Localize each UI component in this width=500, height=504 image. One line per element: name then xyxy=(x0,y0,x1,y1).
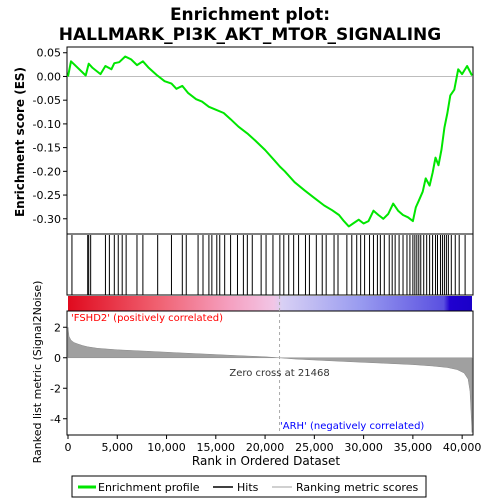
hit-marks xyxy=(71,235,466,295)
x-tick-label: 5,000 xyxy=(102,441,134,454)
chart-title-line2: HALLMARK_PI3K_AKT_MTOR_SIGNALING xyxy=(59,25,441,45)
x-axis: 0 5,000 10,000 15,000 20,000 25,000 30,000 35,0… xyxy=(65,435,482,454)
metric-tick-label: -2 xyxy=(50,382,61,395)
metric-tick-label: -4 xyxy=(50,413,61,426)
hits-panel-frame xyxy=(66,233,474,296)
es-tick-label: -0.20 xyxy=(33,165,61,178)
es-tick-label: -0.10 xyxy=(33,118,61,131)
x-tick-label: 25,000 xyxy=(295,441,334,454)
zero-cross-label: Zero cross at 21468 xyxy=(229,368,329,379)
legend-hits-label: Hits xyxy=(237,481,259,494)
es-series xyxy=(67,55,473,228)
legend-enrichment-label: Enrichment profile xyxy=(98,481,200,494)
x-tick-label: 35,000 xyxy=(394,441,433,454)
metric-tick-label: 2 xyxy=(54,321,61,334)
x-tick-label: 30,000 xyxy=(344,441,383,454)
metric-series xyxy=(67,327,473,433)
es-tick-label: -0.15 xyxy=(33,142,61,155)
x-tick-label: 40,000 xyxy=(443,441,482,454)
metric-y-axis-label: Ranked list metric (Signal2Noise) xyxy=(31,281,44,464)
metric-y-axis: 2 0 -2 -4 xyxy=(50,321,67,426)
x-tick-label: 0 xyxy=(65,441,72,454)
chart-title-line1: Enrichment plot: xyxy=(170,5,330,25)
x-axis-label: Rank in Ordered Dataset xyxy=(192,454,340,468)
positive-correlation-label: 'FSHD2' (positively correlated) xyxy=(71,313,223,324)
rank-color-bar xyxy=(68,296,472,311)
metric-panel-frame xyxy=(66,310,474,436)
legend-box xyxy=(71,475,427,498)
es-tick-label: 0.00 xyxy=(37,70,62,83)
legend-ranking-label: Ranking metric scores xyxy=(296,481,418,494)
es-tick-label: -0.25 xyxy=(33,189,61,202)
es-y-axis-label: Enrichment score (ES) xyxy=(13,67,27,217)
x-tick-label: 15,000 xyxy=(197,441,236,454)
ranking-metric-area xyxy=(67,327,473,433)
es-panel-frame xyxy=(66,46,474,235)
enrichment-profile-line xyxy=(67,55,473,228)
es-tick-label: -0.30 xyxy=(33,213,61,226)
metric-tick-label: 0 xyxy=(54,352,61,365)
es-y-axis: 0.05 0.00 -0.05 -0.10 -0.15 -0.20 -0.25 -0.30 xyxy=(33,47,67,226)
es-tick-label: 0.05 xyxy=(37,47,62,60)
negative-correlation-label: 'ARH' (negatively correlated) xyxy=(280,421,424,432)
x-tick-label: 20,000 xyxy=(246,441,285,454)
x-tick-label: 10,000 xyxy=(147,441,186,454)
es-tick-label: -0.05 xyxy=(33,94,61,107)
